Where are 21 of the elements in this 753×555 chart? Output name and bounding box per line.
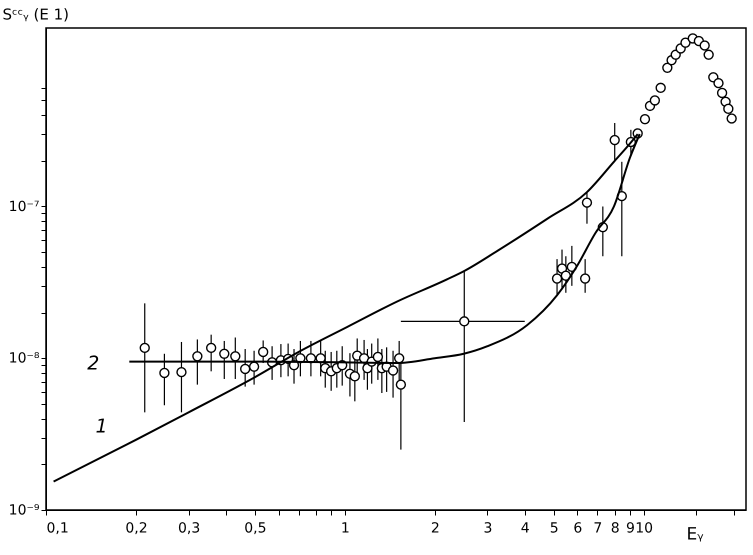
x-tick-label: 10	[635, 520, 654, 536]
x-tick-label: 2	[430, 520, 440, 536]
x-tick-label: 0,5	[244, 520, 267, 536]
y-tick-label: 10⁻⁷	[8, 198, 40, 215]
x-tick-label: 0,2	[125, 520, 148, 536]
x-tick-label: 0,3	[178, 520, 200, 536]
x-tick-label: 7	[593, 520, 602, 536]
x-tick-label: 9	[626, 520, 635, 536]
y-tick-label: 10⁻⁸	[8, 350, 40, 367]
x-tick-label: 4	[520, 520, 530, 536]
x-tick-label: 3	[483, 520, 492, 536]
series-label: 1	[96, 416, 108, 438]
x-tick-label: 1	[340, 520, 350, 536]
y-tick-label: 10⁻⁹	[8, 502, 40, 518]
x-tick-label: 8	[610, 520, 620, 536]
x-tick-label: 0,1	[46, 520, 69, 536]
x-tick-label: 5	[550, 520, 559, 536]
series-label: 2	[87, 352, 100, 375]
x-axis-title: Eᵧ	[686, 524, 704, 544]
y-axis-title: Sᶜᶜᵧ (E 1)	[2, 6, 69, 24]
x-tick-label: 6	[573, 520, 582, 536]
